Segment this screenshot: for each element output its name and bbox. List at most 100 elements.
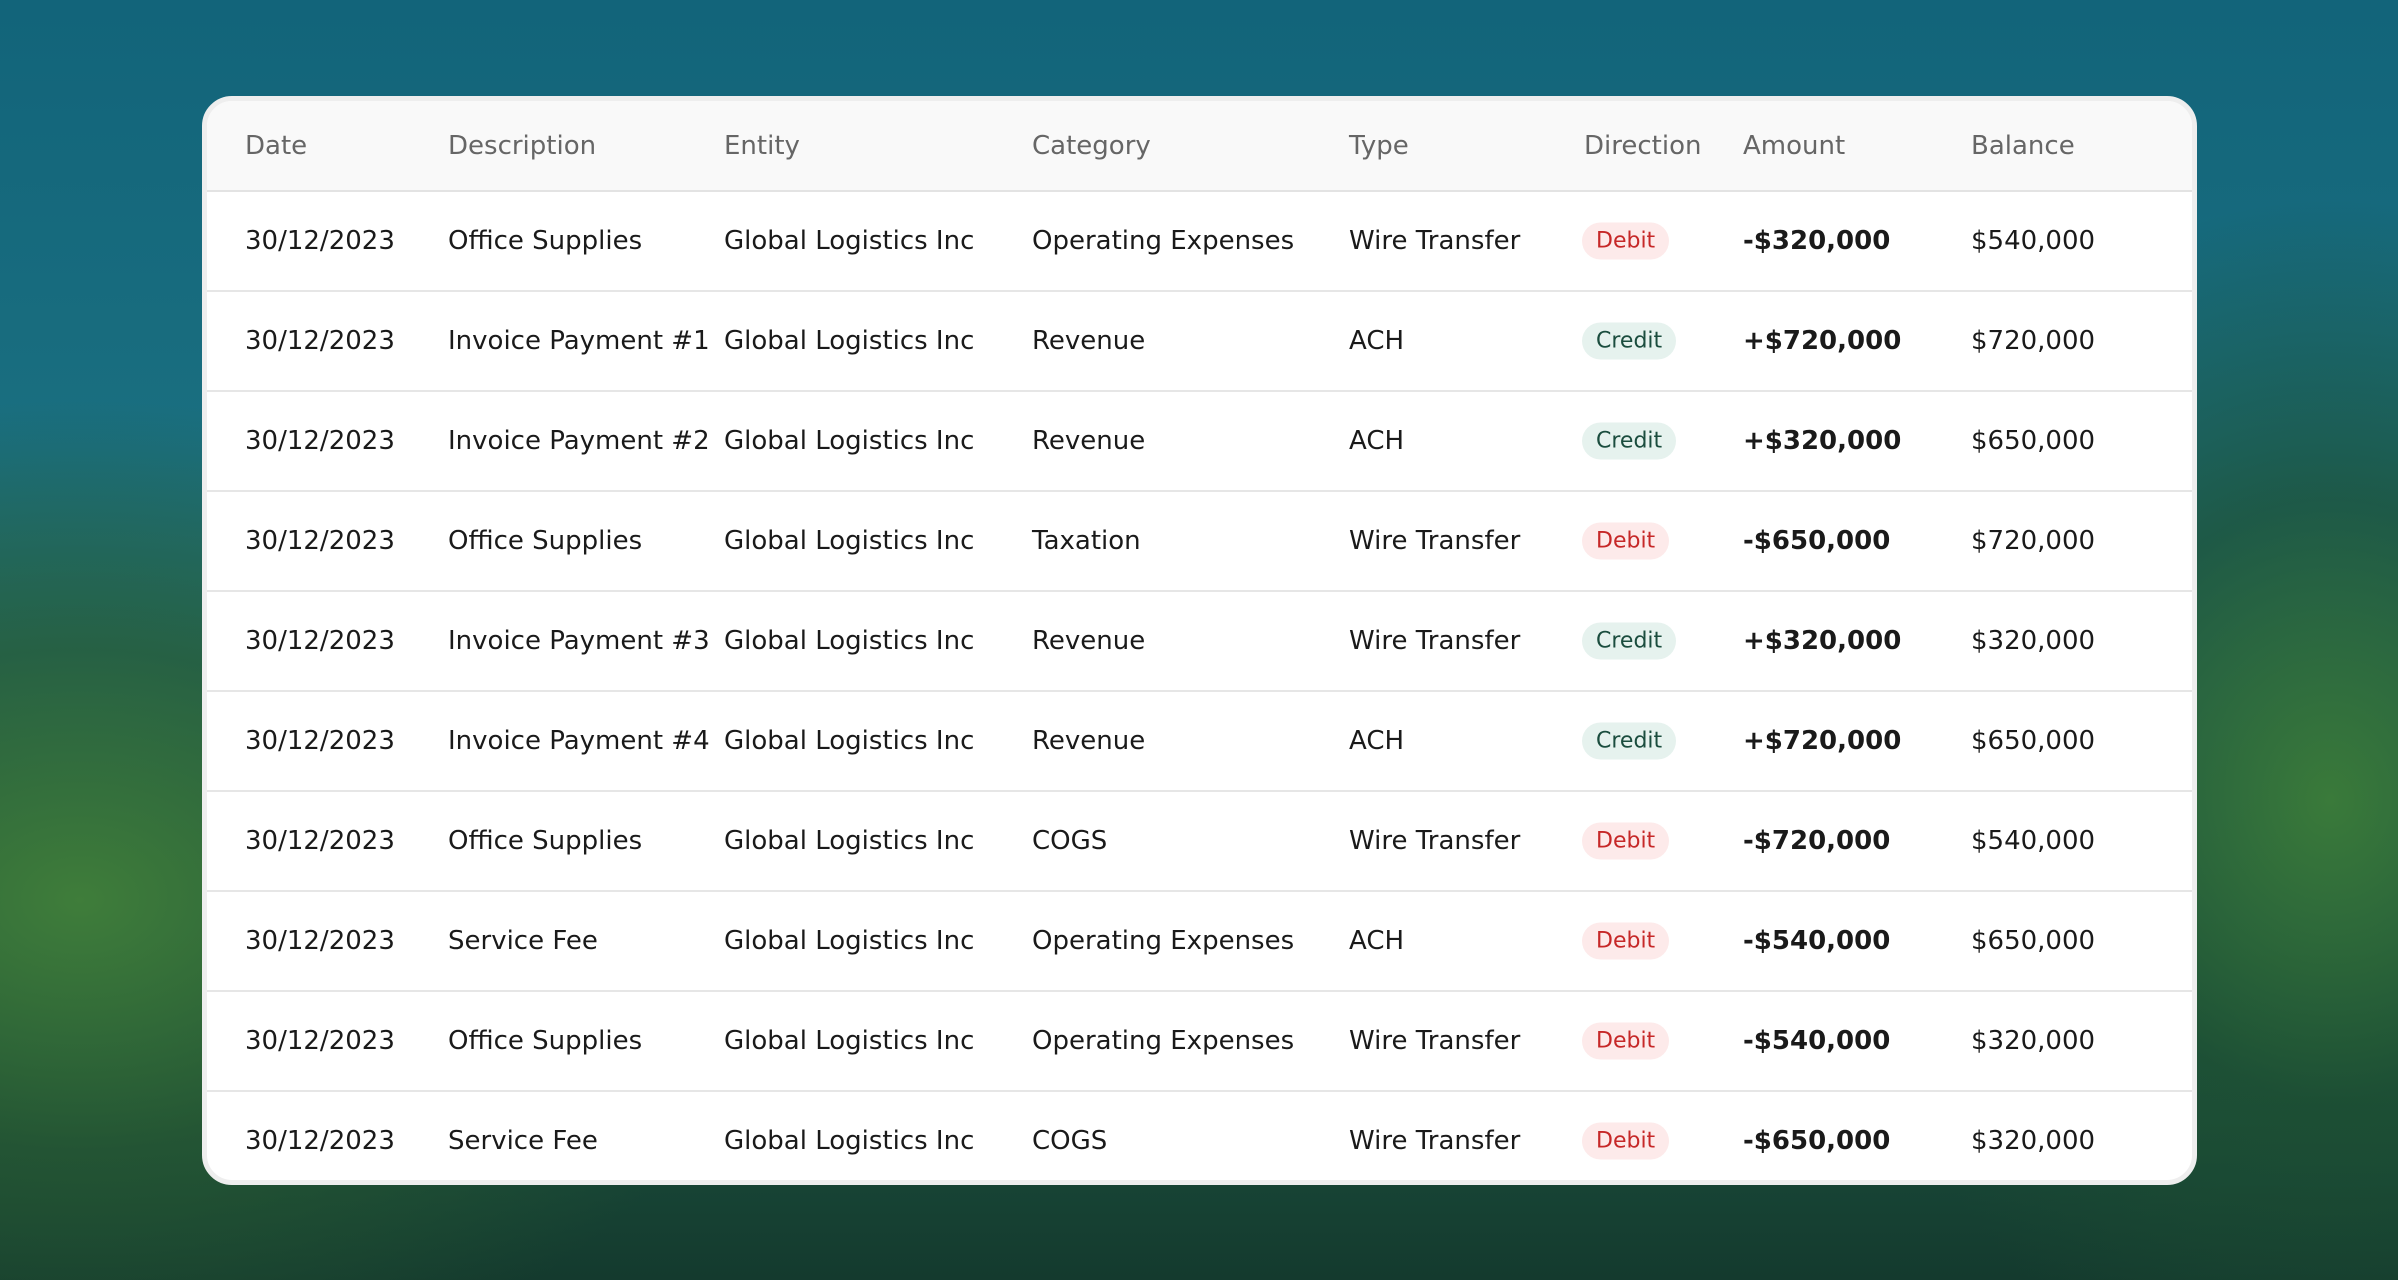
- direction-badge: Credit: [1582, 622, 1677, 660]
- table-cell: Wire Transfer: [1349, 826, 1521, 856]
- table-cell: Revenue: [1032, 726, 1146, 756]
- table-cell: Global Logistics Inc: [724, 626, 975, 656]
- table-cell: 30/12/2023: [245, 626, 395, 656]
- table-cell: Global Logistics Inc: [724, 226, 975, 256]
- column-header: Type: [1349, 130, 1409, 161]
- direction-badge: Debit: [1582, 822, 1670, 860]
- table-cell: Wire Transfer: [1349, 1126, 1521, 1156]
- table-row: 30/12/2023 Invoice Payment #3 Global Logis…: [207, 592, 2192, 692]
- table-cell: ACH: [1349, 326, 1405, 356]
- table-cell: $720,000: [1971, 326, 2096, 356]
- table-cell: $650,000: [1971, 726, 2096, 756]
- table-cell: Wire Transfer: [1349, 226, 1521, 256]
- table-cell: Revenue: [1032, 626, 1146, 656]
- table-cell: Service Fee: [448, 926, 598, 956]
- direction-badge: Debit: [1582, 1022, 1670, 1060]
- amount: +$720,000: [1743, 726, 1902, 756]
- table-row: 30/12/2023 Service Fee Global Logistics In…: [207, 1092, 2192, 1180]
- column-header: Category: [1032, 130, 1151, 161]
- table-cell: 30/12/2023: [245, 426, 395, 456]
- table-row: 30/12/2023 Office Supplies Global Logistic…: [207, 992, 2192, 1092]
- table-cell: 30/12/2023: [245, 526, 395, 556]
- amount: -$720,000: [1743, 826, 1891, 856]
- table-cell: $650,000: [1971, 426, 2096, 456]
- amount: -$540,000: [1743, 1026, 1891, 1056]
- table-cell: ACH: [1349, 926, 1405, 956]
- table-cell: Global Logistics Inc: [724, 526, 975, 556]
- table-row: 30/12/2023 Invoice Payment #2 Global Logis…: [207, 392, 2192, 492]
- amount: +$320,000: [1743, 426, 1902, 456]
- table-cell: Service Fee: [448, 1126, 598, 1156]
- table-cell: Global Logistics Inc: [724, 926, 975, 956]
- table-cell: 30/12/2023: [245, 926, 395, 956]
- table-cell: 30/12/2023: [245, 226, 395, 256]
- transactions-table: Date Description Entity Category Type Directi…: [202, 96, 2197, 1185]
- table-cell: Global Logistics Inc: [724, 826, 975, 856]
- table-cell: Operating Expenses: [1032, 226, 1295, 256]
- table-cell: Wire Transfer: [1349, 626, 1521, 656]
- table-row: 30/12/2023 Office Supplies Global Logistic…: [207, 192, 2192, 292]
- column-header: Balance: [1971, 130, 2075, 161]
- table-cell: Global Logistics Inc: [724, 726, 975, 756]
- amount: +$320,000: [1743, 626, 1902, 656]
- direction-badge: Debit: [1582, 222, 1670, 260]
- table-cell: $540,000: [1971, 826, 2096, 856]
- table-cell: $540,000: [1971, 226, 2096, 256]
- table-cell: Global Logistics Inc: [724, 1126, 975, 1156]
- table-cell: Office Supplies: [448, 226, 643, 256]
- direction-badge: Debit: [1582, 922, 1670, 960]
- table-cell: Invoice Payment #2: [448, 426, 710, 456]
- table-cell: 30/12/2023: [245, 1026, 395, 1056]
- table-cell: Office Supplies: [448, 1026, 643, 1056]
- table-row: 30/12/2023 Office Supplies Global Logistic…: [207, 792, 2192, 892]
- table-cell: Revenue: [1032, 326, 1146, 356]
- amount: +$720,000: [1743, 326, 1902, 356]
- direction-badge: Debit: [1582, 1122, 1670, 1160]
- table-cell: ACH: [1349, 426, 1405, 456]
- table-cell: Global Logistics Inc: [724, 1026, 975, 1056]
- column-header: Date: [245, 130, 308, 161]
- table-cell: Invoice Payment #3: [448, 626, 710, 656]
- table-row: 30/12/2023 Service Fee Global Logistics In…: [207, 892, 2192, 992]
- table-cell: Wire Transfer: [1349, 1026, 1521, 1056]
- table-cell: Global Logistics Inc: [724, 426, 975, 456]
- table-cell: Wire Transfer: [1349, 526, 1521, 556]
- table-cell: $720,000: [1971, 526, 2096, 556]
- column-header: Entity: [724, 130, 800, 161]
- column-header: Amount: [1743, 130, 1846, 161]
- amount: -$540,000: [1743, 926, 1891, 956]
- table-cell: Taxation: [1032, 526, 1141, 556]
- table-cell: Invoice Payment #1: [448, 326, 710, 356]
- table-cell: COGS: [1032, 826, 1108, 856]
- table-cell: ACH: [1349, 726, 1405, 756]
- table-cell: Revenue: [1032, 426, 1146, 456]
- table-cell: 30/12/2023: [245, 726, 395, 756]
- direction-badge: Credit: [1582, 422, 1677, 460]
- table-cell: Operating Expenses: [1032, 1026, 1295, 1056]
- amount: -$650,000: [1743, 1126, 1891, 1156]
- table-cell: Office Supplies: [448, 826, 643, 856]
- table-cell: Invoice Payment #4: [448, 726, 710, 756]
- table-cell: COGS: [1032, 1126, 1108, 1156]
- table-cell: 30/12/2023: [245, 1126, 395, 1156]
- direction-badge: Debit: [1582, 522, 1670, 560]
- table-cell: $650,000: [1971, 926, 2096, 956]
- column-header: Direction: [1584, 130, 1702, 161]
- direction-badge: Credit: [1582, 322, 1677, 360]
- table-cell: 30/12/2023: [245, 326, 395, 356]
- table-row: 30/12/2023 Office Supplies Global Logistic…: [207, 492, 2192, 592]
- amount: -$320,000: [1743, 226, 1891, 256]
- table-header: Date Description Entity Category Type Directi…: [207, 101, 2192, 192]
- direction-badge: Credit: [1582, 722, 1677, 760]
- table-cell: Office Supplies: [448, 526, 643, 556]
- column-header: Description: [448, 130, 597, 161]
- table-cell: 30/12/2023: [245, 826, 395, 856]
- table-cell: $320,000: [1971, 626, 2096, 656]
- table-row: 30/12/2023 Invoice Payment #4 Global Logis…: [207, 692, 2192, 792]
- table-cell: $320,000: [1971, 1026, 2096, 1056]
- amount: -$650,000: [1743, 526, 1891, 556]
- table-row: 30/12/2023 Invoice Payment #1 Global Logis…: [207, 292, 2192, 392]
- table-cell: Operating Expenses: [1032, 926, 1295, 956]
- table-cell: $320,000: [1971, 1126, 2096, 1156]
